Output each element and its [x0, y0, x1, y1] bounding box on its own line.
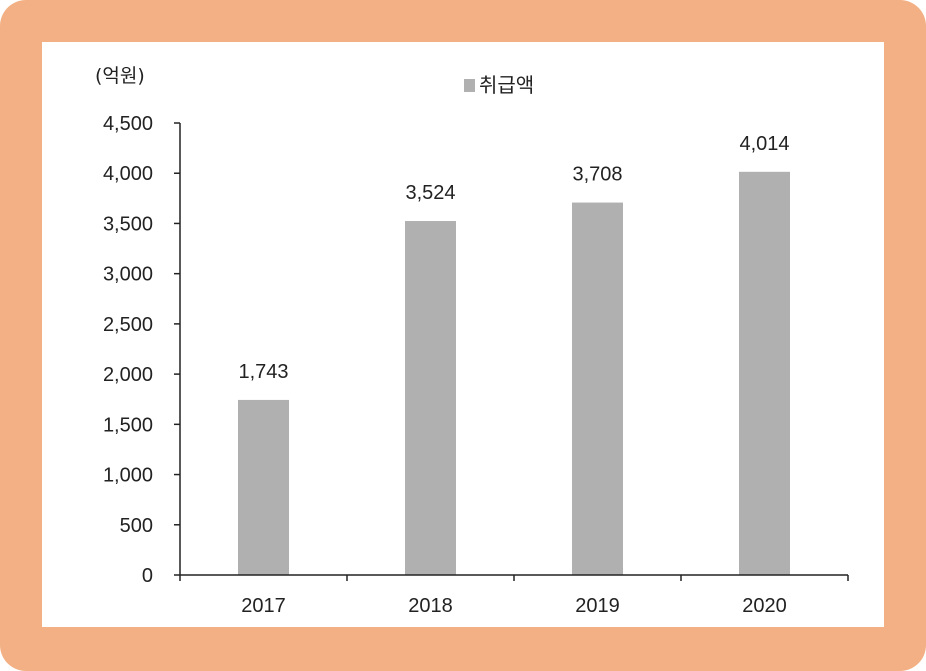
y-tick-label: 3,000	[103, 264, 153, 286]
y-tick-label: 1,500	[103, 414, 153, 436]
y-tick-label: 3,500	[103, 213, 153, 235]
unit-label: (억원)	[95, 65, 145, 87]
bar-2019	[572, 202, 623, 575]
data-label-2018: 3,524	[405, 182, 455, 204]
data-label-2019: 3,708	[572, 164, 622, 186]
data-label-2017: 1,743	[238, 361, 288, 383]
x-tick-label-2018: 2018	[408, 595, 453, 617]
y-tick-label: 4,500	[103, 113, 153, 135]
y-axis-ticks: 0 500 1,000 1,500 2,000 2,500 3,000 3,500 4,000 4…	[103, 113, 180, 587]
y-tick-label: 4,000	[103, 163, 153, 185]
data-label-2020: 4,014	[739, 133, 789, 155]
y-tick-label: 500	[120, 515, 153, 537]
x-tick-label-2017: 2017	[241, 595, 286, 617]
y-tick-label: 2,500	[103, 314, 153, 336]
bar-2017	[238, 399, 289, 575]
x-tick-label-2019: 2019	[575, 595, 620, 617]
y-tick-label: 2,000	[103, 364, 153, 386]
x-tick-label-2020: 2020	[742, 595, 787, 617]
bar-2018	[405, 221, 456, 575]
bars: 1,743 3,524 3,708 4,014	[238, 133, 790, 576]
legend-swatch	[464, 79, 475, 92]
bar-2020	[739, 171, 790, 576]
legend-label: 취급액	[479, 73, 534, 97]
x-axis-ticks: 2017 2018 2019 2020	[179, 575, 849, 617]
y-tick-label: 0	[142, 565, 153, 587]
y-tick-label: 1,000	[103, 465, 153, 487]
